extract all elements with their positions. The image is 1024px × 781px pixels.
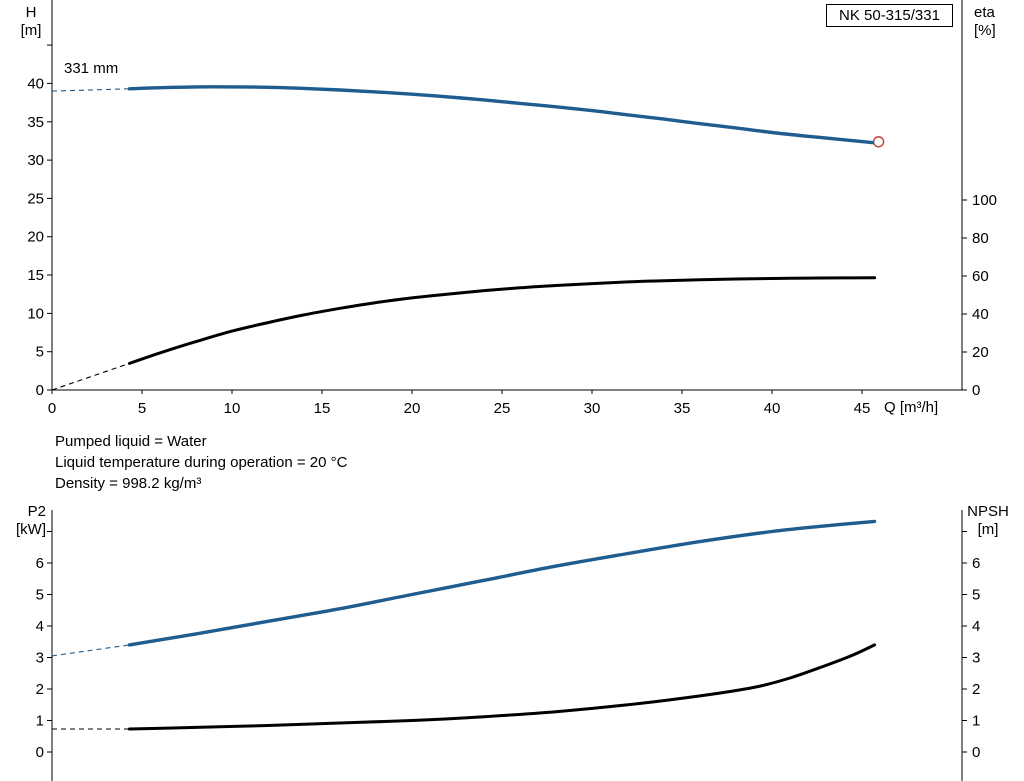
axis-title-line: P2 xyxy=(27,503,46,520)
tick-label: 3 xyxy=(972,650,980,667)
tick-label: 10 xyxy=(224,400,241,417)
top-right-axis-title: eta [%] xyxy=(974,4,1018,40)
tick-label: 25 xyxy=(494,400,511,417)
axis-title-line: [m] xyxy=(977,521,999,538)
tick-label: 10 xyxy=(27,305,44,322)
head-curve xyxy=(127,85,877,145)
tick-label: 1 xyxy=(972,713,980,730)
p2-curve-lead-dash xyxy=(51,644,130,657)
efficiency-curve xyxy=(127,276,877,365)
tick-label: 2 xyxy=(36,681,44,698)
tick-label: 0 xyxy=(36,382,44,399)
tick-label: 25 xyxy=(27,190,44,207)
axis-title-line: NPSH xyxy=(967,503,1009,520)
tick-label: 20 xyxy=(27,229,44,246)
tick-label: 1 xyxy=(36,713,44,730)
tick-label: 40 xyxy=(972,306,989,323)
info-line: Pumped liquid = Water xyxy=(55,433,207,450)
duty-point-marker xyxy=(872,136,885,148)
tick-label: 35 xyxy=(27,114,44,131)
tick-label: 15 xyxy=(314,400,331,417)
tick-label: 30 xyxy=(584,400,601,417)
tick-label: 0 xyxy=(972,744,980,761)
tick-label: 40 xyxy=(764,400,781,417)
npsh-curve xyxy=(127,643,877,731)
tick-label: 0 xyxy=(36,744,44,761)
tick-label: 5 xyxy=(36,344,44,361)
liquid-info-block: Pumped liquid = Water Liquid temperature… xyxy=(55,431,347,494)
tick-label: 30 xyxy=(27,152,44,169)
axis-title-line: [kW] xyxy=(16,521,46,538)
chart-bottom: 0 1 2 3 4 5 6 0 1 2 3 4 5 6 xyxy=(36,510,980,781)
pump-model-box: NK 50-315/331 xyxy=(826,4,953,27)
axis-title-line: [%] xyxy=(974,22,996,39)
bottom-right-axis-title: NPSH [m] xyxy=(964,503,1012,539)
tick-label: 0 xyxy=(972,382,980,399)
x-axis-unit-label: Q [m³/h] xyxy=(884,399,939,416)
info-line: Density = 998.2 kg/m³ xyxy=(55,475,202,492)
tick-label: 5 xyxy=(138,400,146,417)
tick-label: 5 xyxy=(36,587,44,604)
tick-label: 20 xyxy=(972,344,989,361)
tick-label: 2 xyxy=(972,681,980,698)
tick-label: 35 xyxy=(674,400,691,417)
tick-label: 3 xyxy=(36,650,44,667)
tick-label: 15 xyxy=(27,267,44,284)
axis-title-line: eta xyxy=(974,4,995,21)
bottom-left-axis-title: P2 [kW] xyxy=(4,503,46,539)
tick-label: 40 xyxy=(27,75,44,92)
tick-label: 5 xyxy=(972,587,980,604)
tick-label: 80 xyxy=(972,230,989,247)
tick-label: 20 xyxy=(404,400,421,417)
head-curve-lead-dash xyxy=(51,88,130,92)
tick-label: 45 xyxy=(854,400,871,417)
axis-title-line: H xyxy=(25,4,37,21)
impeller-diameter-annotation: 331 mm xyxy=(64,60,119,77)
p2-curve xyxy=(127,519,877,647)
tick-label: 4 xyxy=(972,618,980,635)
tick-label: 0 xyxy=(48,400,56,417)
top-left-axis-title: H [m] xyxy=(14,4,48,40)
tick-label: 60 xyxy=(972,268,989,285)
tick-label: 4 xyxy=(36,618,44,635)
axis-title-line: [m] xyxy=(20,22,42,39)
info-line: Liquid temperature during operation = 20… xyxy=(55,454,348,471)
tick-label: 100 xyxy=(972,192,997,209)
chart-top: 0 5 10 15 20 25 30 35 40 0 20 40 60 80 100 0 5 10 15 20 25 30… xyxy=(27,0,997,417)
efficiency-curve-lead-dash xyxy=(51,362,130,391)
tick-label: 6 xyxy=(36,555,44,572)
tick-label: 6 xyxy=(972,555,980,572)
